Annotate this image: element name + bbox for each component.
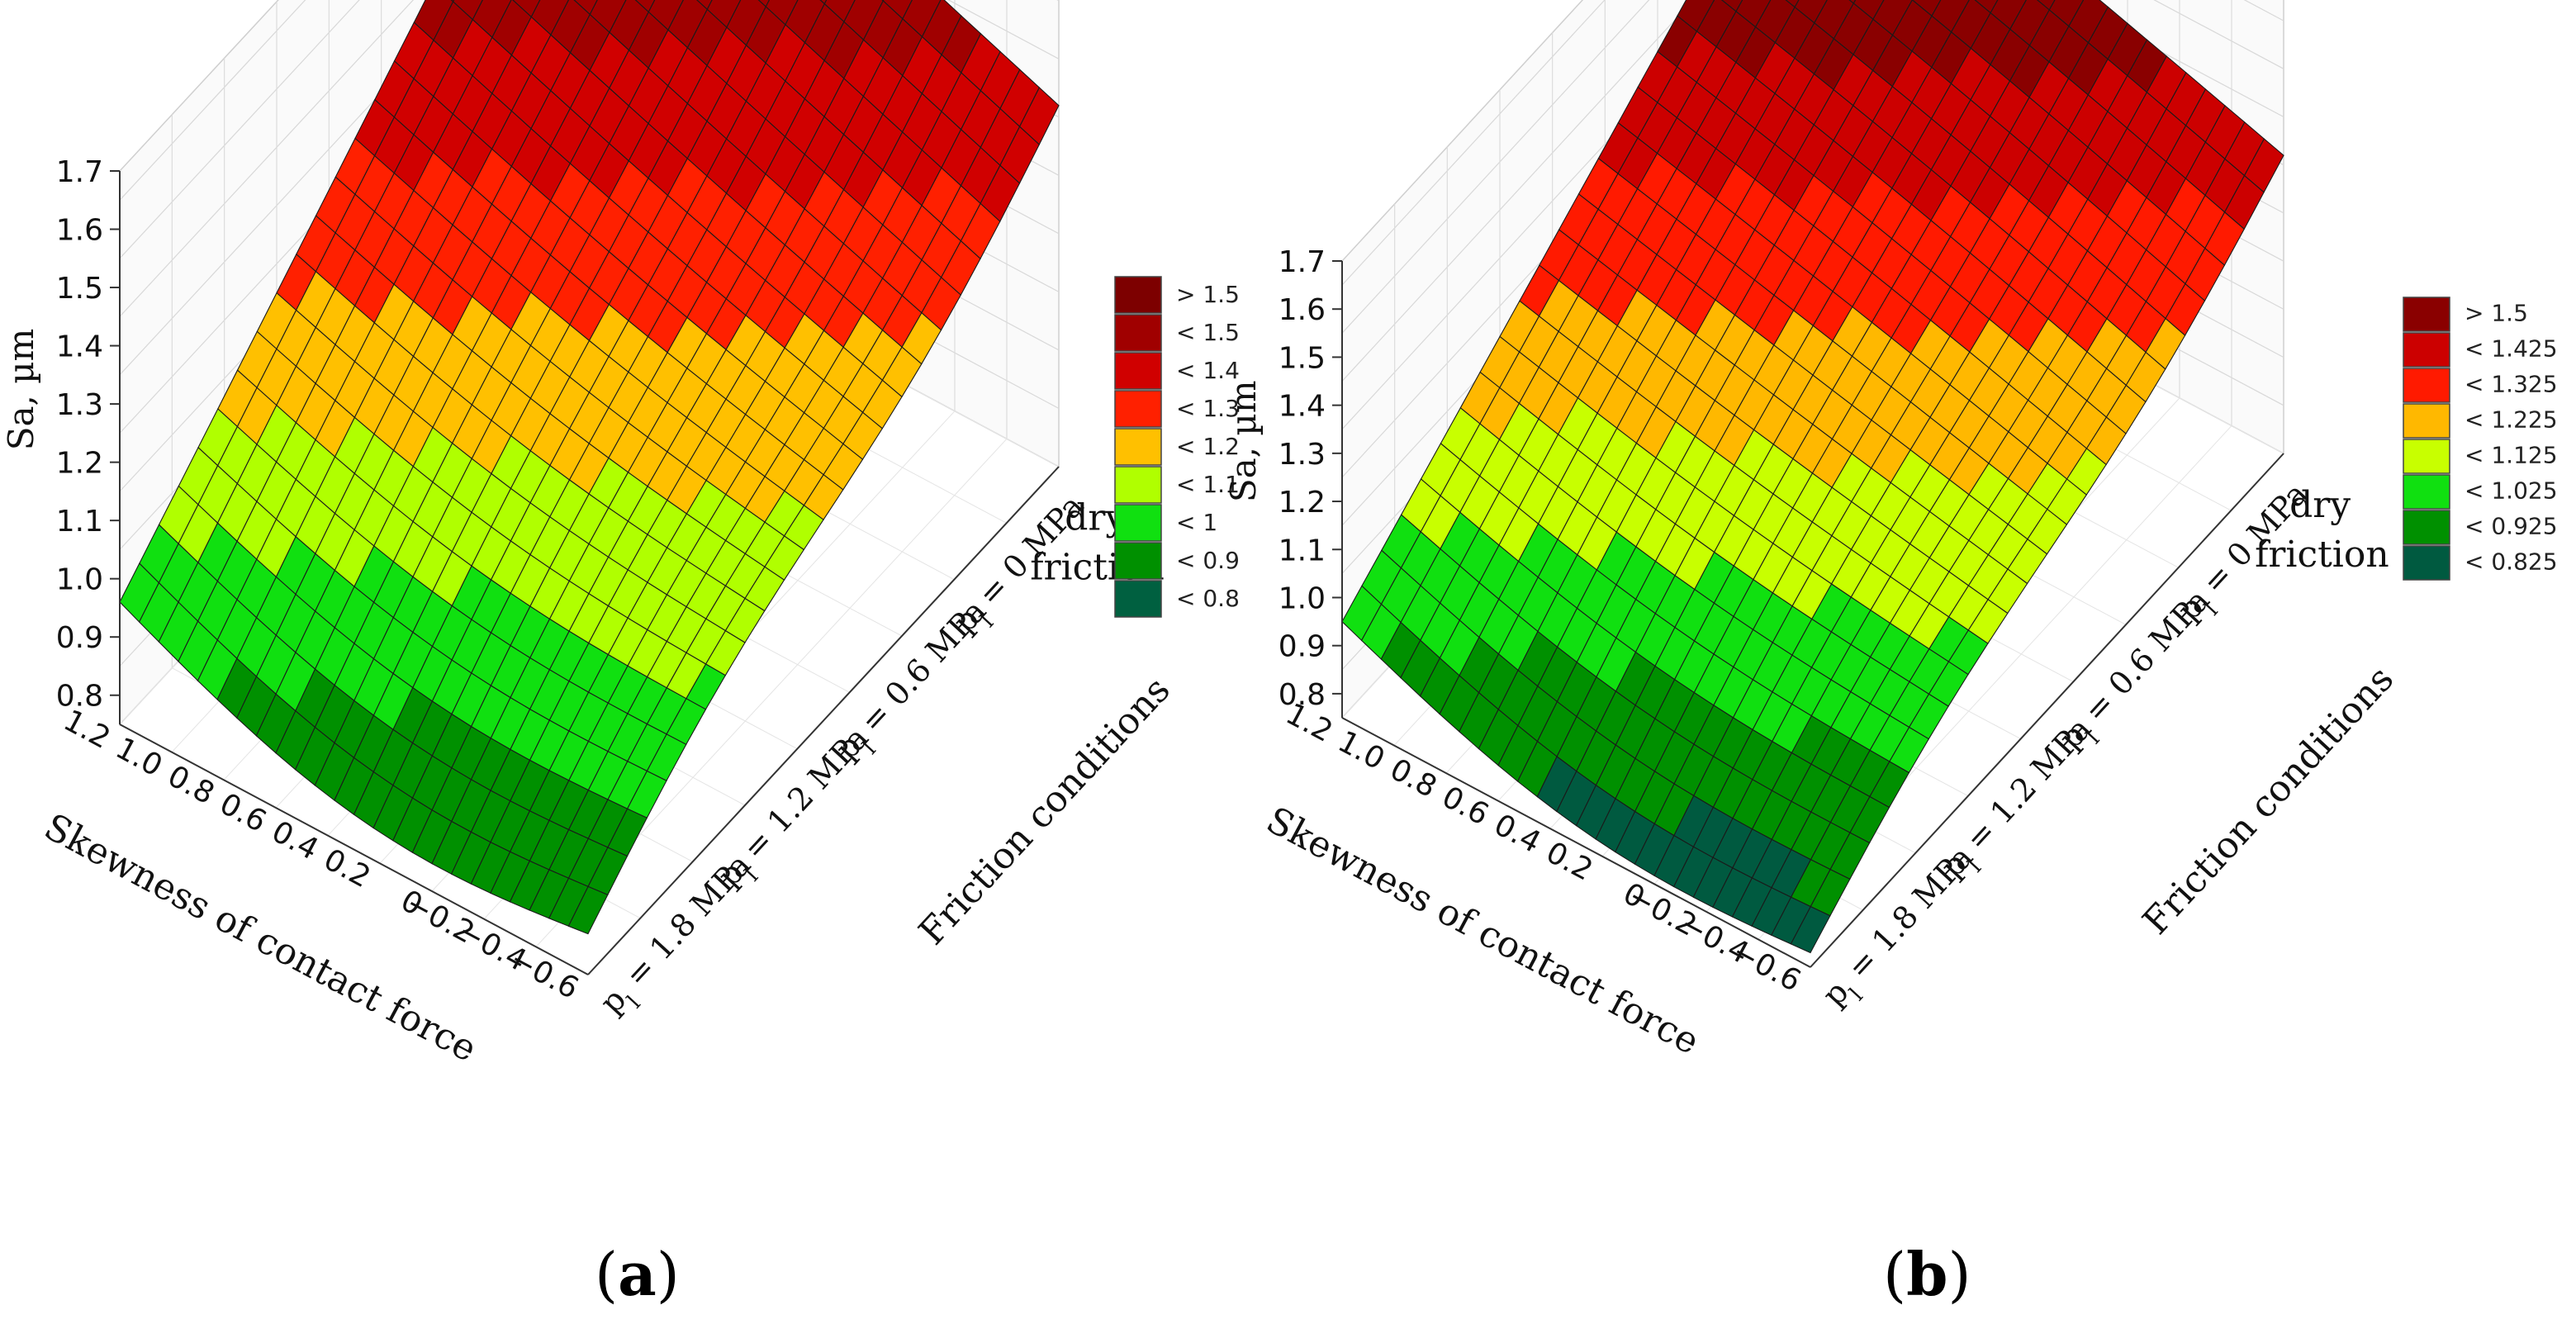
legend-label: < 1 (1176, 509, 1217, 536)
panel-label-a: (a) (595, 1239, 680, 1309)
legend-label: < 1.5 (1176, 319, 1240, 346)
legend-label: < 1.225 (2465, 406, 2558, 434)
legend-label: < 1.3 (1176, 395, 1240, 422)
x-tick-label: 0.4 (1488, 808, 1546, 860)
legend-label: < 0.9 (1176, 547, 1240, 574)
legend-swatch (2403, 297, 2450, 332)
z-tick-label: 1.1 (56, 505, 103, 539)
z-tick-label: 1.5 (1279, 341, 1326, 375)
y-axis-line (587, 466, 1060, 975)
legend-swatch (1114, 352, 1162, 390)
legend-swatch (2403, 439, 2450, 474)
z-tick-label: 0.9 (1279, 630, 1326, 664)
x-tick-label: 0.2 (1540, 836, 1598, 888)
x-tick-label: 0.4 (266, 814, 324, 866)
z-tick-label: 1.0 (1279, 581, 1326, 615)
legend-label: > 1.5 (2465, 300, 2528, 327)
x-tick-label: 1.0 (1332, 724, 1390, 776)
surface-mesh (1341, 0, 2284, 954)
z-tick-label: 1.4 (1279, 390, 1326, 424)
z-tick-label: 1.7 (1279, 245, 1326, 279)
x-tick-label: 0.8 (162, 759, 220, 811)
legend-swatch (2403, 368, 2450, 403)
legend-label: > 1.5 (1176, 281, 1240, 308)
legend-swatch (1114, 542, 1162, 580)
y-axis-line (1810, 453, 2284, 968)
z-axis-title: Sa, µm (1223, 380, 1264, 502)
legend-label: < 0.825 (2465, 548, 2558, 576)
z-tick-label: 1.2 (56, 447, 103, 481)
legend-label: < 0.925 (2465, 513, 2558, 540)
z-tick-label: 1.4 (56, 330, 103, 364)
z-tick-label: 1.2 (1279, 486, 1326, 520)
legend-swatch (1114, 276, 1162, 314)
legend-swatch (1114, 504, 1162, 542)
legend-swatch (1114, 390, 1162, 428)
z-tick-label: 1.3 (1279, 438, 1326, 472)
legend-label: < 1.1 (1176, 471, 1240, 498)
legend-label: < 1.325 (2465, 371, 2558, 398)
y-tick-label-dry-line2: friction (2255, 534, 2389, 576)
x-axis-line (119, 724, 589, 975)
legend-swatch (1114, 314, 1162, 352)
x-tick-label: 0.6 (1436, 781, 1494, 833)
z-tick-label: 1.6 (1279, 293, 1326, 327)
z-tick-label: 0.8 (1279, 678, 1326, 712)
z-tick-label: 0.8 (56, 680, 103, 714)
surface-mesh (119, 0, 1060, 935)
y-axis-title: Friction conditions (911, 669, 1179, 953)
surface-chart-b: 1.71.61.51.41.31.21.11.00.90.8Sa, µm1.21… (1223, 0, 2558, 1063)
legend-swatch (1114, 580, 1162, 618)
z-tick-label: 0.9 (56, 621, 103, 655)
x-tick-label: 0.8 (1384, 752, 1442, 804)
legend-label: < 1.4 (1176, 357, 1240, 384)
y-axis-title: Friction conditions (2135, 658, 2402, 943)
y-tick-label-dry-line1: dry (2289, 484, 2351, 526)
legend-label: < 0.8 (1176, 585, 1240, 612)
legend-swatch (2403, 474, 2450, 510)
surface-cell (1790, 905, 1831, 954)
z-tick-label: 1.3 (56, 388, 103, 422)
surface-cell (567, 885, 609, 935)
panel-label-b: (b) (1883, 1239, 1971, 1309)
legend-label: < 1.125 (2465, 442, 2558, 469)
legend-swatch (2403, 332, 2450, 368)
legend-swatch (2403, 403, 2450, 439)
legend-label: < 1.425 (2465, 335, 2558, 363)
x-tick-label: 1.0 (110, 731, 168, 783)
z-tick-label: 1.1 (1279, 534, 1326, 567)
z-tick-label: 1.5 (56, 272, 103, 306)
x-tick-label: 0.2 (318, 842, 376, 895)
z-tick-label: 1.7 (56, 155, 103, 189)
z-axis-title: Sa, µm (1, 329, 41, 451)
surface-chart-a: 1.71.61.51.41.31.21.11.00.90.8Sa, µm1.21… (1, 0, 1240, 1070)
x-axis-line (1341, 717, 1811, 968)
x-tick-label: 0.6 (214, 787, 272, 839)
z-tick-label: 1.6 (56, 214, 103, 248)
z-tick-label: 1.0 (56, 563, 103, 597)
legend-swatch (2403, 510, 2450, 545)
legend-label: < 1.025 (2465, 477, 2558, 505)
legend-swatch (1114, 466, 1162, 504)
legend: > 1.5 < 1.425 < 1.325 < 1.225 < 1.125 < 1.025… (2403, 297, 2558, 581)
legend-label: < 1.2 (1176, 433, 1240, 460)
legend: > 1.5 < 1.5 < 1.4 < 1.3 < 1.2 < 1.1 < 1 < 0.9 < … (1114, 276, 1240, 618)
legend-swatch (2403, 545, 2450, 581)
legend-swatch (1114, 428, 1162, 466)
